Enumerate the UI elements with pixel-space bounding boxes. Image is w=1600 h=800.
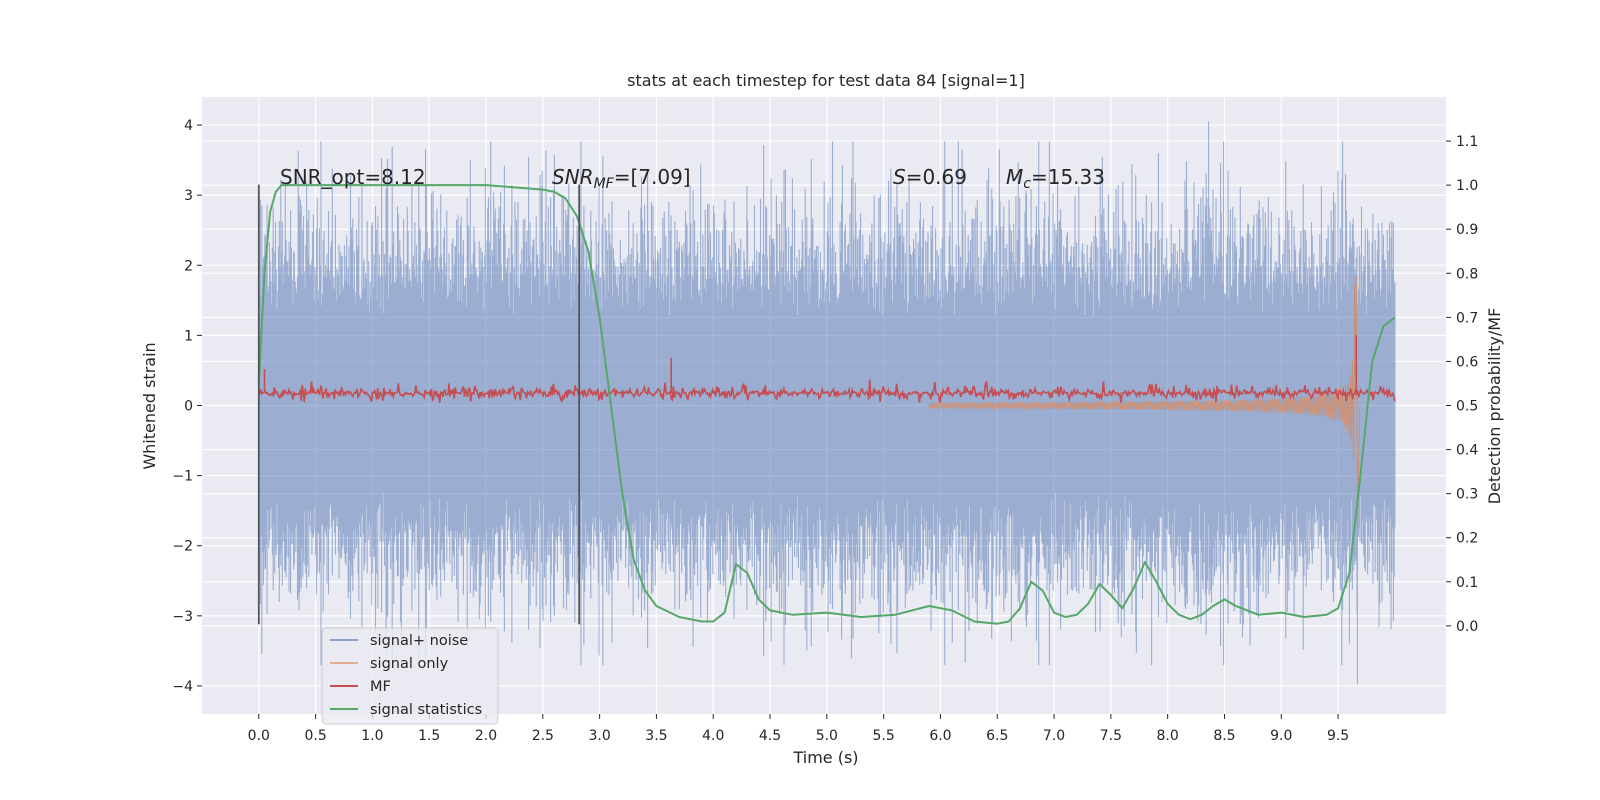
x-tick-label: 4.5 <box>759 728 781 744</box>
x-tick-label: 5.0 <box>816 728 838 744</box>
right-y-axis-ticks: 0.0 0.1 0.2 0.3 0.4 0.5 0.6 0.7 0.8 0.9 1.0 1.1 <box>1446 134 1478 635</box>
mc-subscript: c <box>1023 176 1031 192</box>
y-left-tick-label: −1 <box>172 469 193 485</box>
x-tick-label: 3.0 <box>588 728 610 744</box>
x-tick-label: 7.0 <box>1043 728 1065 744</box>
x-tick-label: 6.0 <box>929 728 951 744</box>
series-signal-statistics <box>257 184 1396 625</box>
x-tick-label: 8.0 <box>1157 728 1179 744</box>
legend-box <box>321 627 499 725</box>
legend: signal+ noise signal only MF signal stat… <box>321 627 499 725</box>
x-axis-label: Time (s) <box>792 748 858 767</box>
y-left-tick-label: 2 <box>184 258 193 274</box>
x-tick-label: 7.5 <box>1100 728 1122 744</box>
vertical-markers <box>257 184 581 625</box>
y-left-tick-label: 0 <box>184 399 193 415</box>
mc-symbol: M <box>1006 165 1023 189</box>
x-tick-label: 1.5 <box>418 728 440 744</box>
y-right-tick-label: 1.1 <box>1456 134 1478 150</box>
series-signal-only <box>928 275 1361 529</box>
annotation-snr-opt: SNR_opt=8.12 <box>280 165 426 189</box>
annotation-snr-mf: SNRMF=[7.09] <box>552 165 691 192</box>
y-right-tick-label: 0.5 <box>1456 399 1478 415</box>
x-tick-label: 6.5 <box>986 728 1008 744</box>
left-y-axis-label: Whitened strain <box>140 342 159 469</box>
chart-title: stats at each timestep for test data 84 … <box>627 71 1025 90</box>
annotation-s: S=0.69 <box>893 165 967 189</box>
y-right-tick-label: 0.7 <box>1456 310 1478 326</box>
x-tick-label: 2.0 <box>475 728 497 744</box>
snr-mf-subscript: MF <box>594 176 615 192</box>
y-left-tick-label: 3 <box>184 188 193 204</box>
y-right-tick-label: 0.9 <box>1456 222 1478 238</box>
x-tick-label: 4.0 <box>702 728 724 744</box>
right-y-axis-label: Detection probability/MF <box>1485 308 1504 505</box>
x-tick-label: 5.5 <box>873 728 895 744</box>
y-left-tick-label: −3 <box>172 609 193 625</box>
annotation-mc: Mc=15.33 <box>1006 165 1105 192</box>
x-axis-ticks: 0.0 0.5 1.0 1.5 2.0 2.5 3.0 3.5 4.0 4.5 5.0 5.5 6.0 6… <box>248 714 1349 744</box>
y-left-tick-label: −4 <box>172 679 193 695</box>
y-right-tick-label: 0.0 <box>1456 619 1478 635</box>
y-right-tick-label: 0.3 <box>1456 487 1478 503</box>
legend-label-mf: MF <box>370 679 391 695</box>
y-left-tick-label: 1 <box>184 328 193 344</box>
legend-label-signal-only: signal only <box>370 656 449 672</box>
snr-mf-symbol: SNR <box>552 165 594 189</box>
left-y-axis-ticks: −4 −3 −2 −1 0 1 2 3 4 <box>172 118 202 695</box>
x-tick-label: 9.5 <box>1327 728 1349 744</box>
x-tick-label: 2.5 <box>532 728 554 744</box>
y-left-tick-label: −2 <box>172 539 193 555</box>
s-value: =0.69 <box>906 165 967 189</box>
x-tick-label: 0.0 <box>248 728 270 744</box>
y-right-tick-label: 0.2 <box>1456 531 1478 547</box>
snr-mf-value: =[7.09] <box>614 165 691 189</box>
y-right-tick-label: 0.6 <box>1456 354 1478 370</box>
y-right-tick-label: 0.4 <box>1456 443 1478 459</box>
y-right-tick-label: 0.8 <box>1456 266 1478 282</box>
x-tick-label: 8.5 <box>1213 728 1235 744</box>
y-right-tick-label: 0.1 <box>1456 575 1478 591</box>
data-series <box>257 121 1396 685</box>
x-tick-label: 1.0 <box>361 728 383 744</box>
legend-label-signal-statistics: signal statistics <box>370 702 482 718</box>
x-tick-label: 3.5 <box>645 728 667 744</box>
x-tick-label: 9.0 <box>1270 728 1292 744</box>
x-tick-label: 0.5 <box>304 728 326 744</box>
mc-value: =15.33 <box>1031 165 1105 189</box>
legend-label-noise: signal+ noise <box>370 633 468 649</box>
y-right-tick-label: 1.0 <box>1456 178 1478 194</box>
y-left-tick-label: 4 <box>184 118 193 134</box>
s-symbol: S <box>893 165 906 189</box>
series-mf <box>258 379 1396 404</box>
